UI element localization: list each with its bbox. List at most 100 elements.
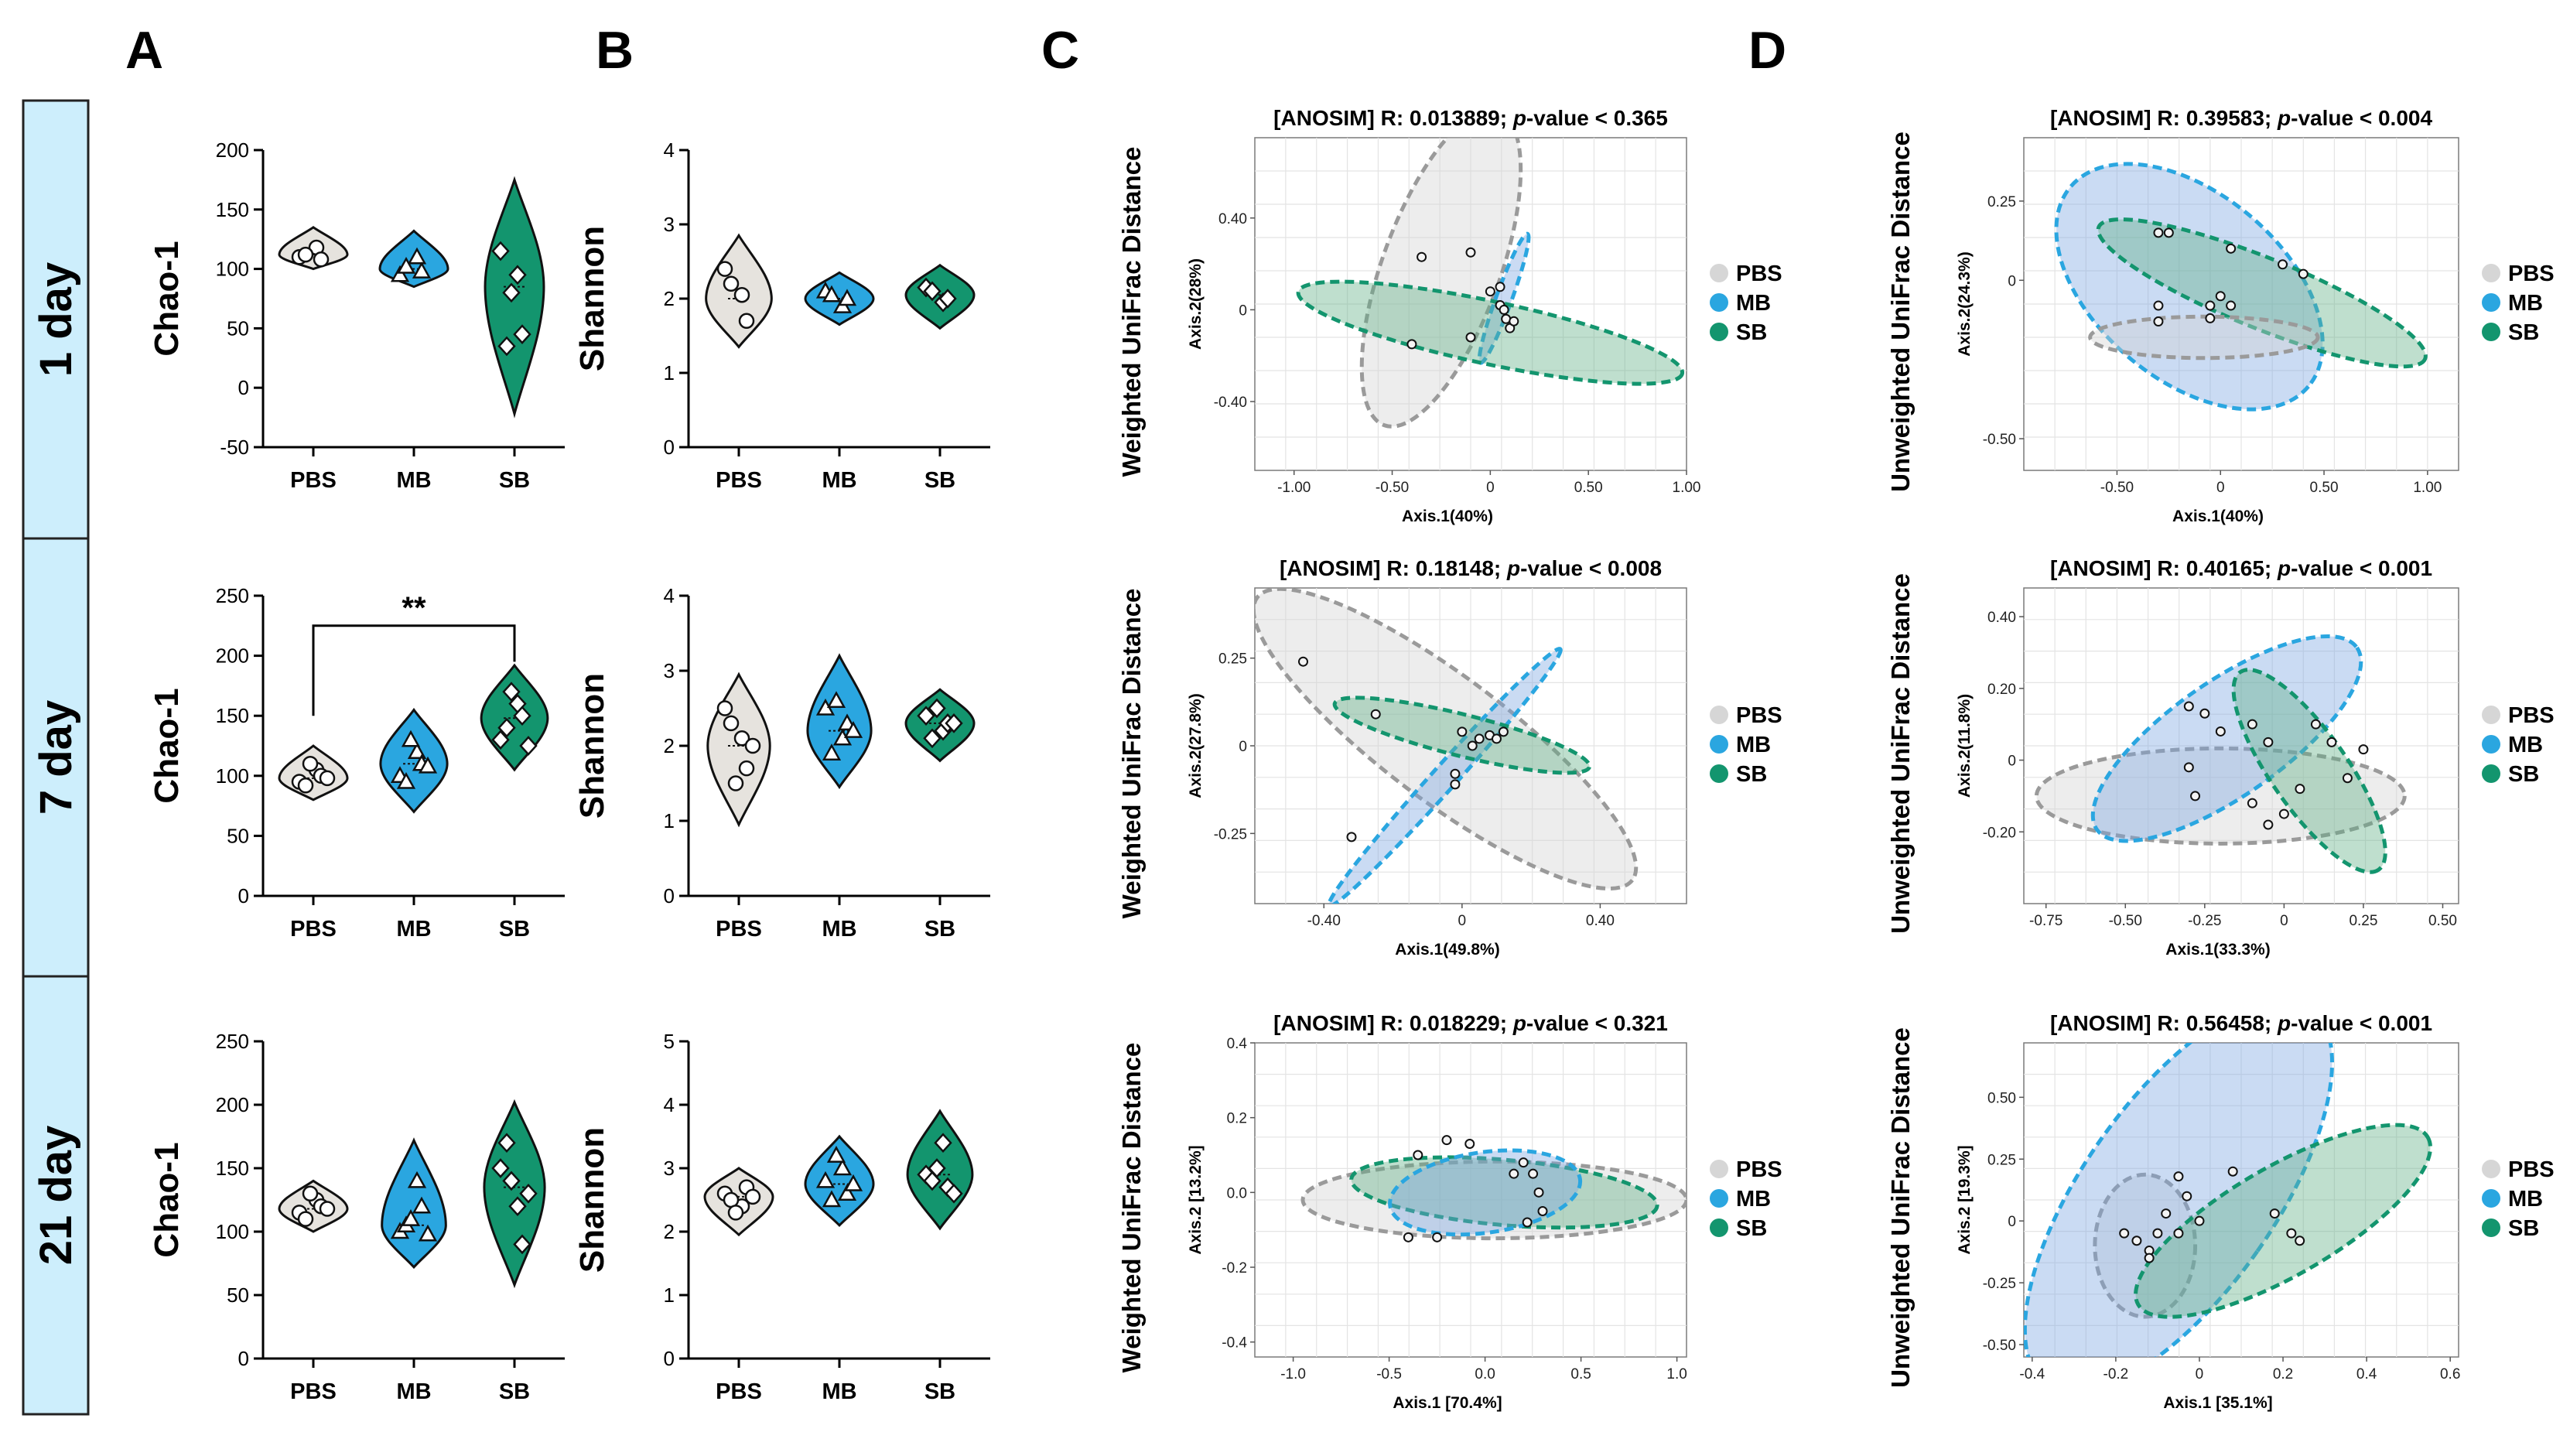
x-tick-label: 0.2 xyxy=(2273,1366,2293,1383)
x-tick-label: PBS xyxy=(716,1379,762,1404)
violin-sb-point xyxy=(928,698,946,719)
x-tick-label: 0.0 xyxy=(1475,1366,1495,1383)
violin-mb-point xyxy=(407,247,427,265)
title-p: p xyxy=(2277,556,2291,580)
legend-marker-pbs xyxy=(1710,264,1728,282)
violin-mb-point xyxy=(396,256,416,274)
violin-mb-point xyxy=(843,1174,863,1191)
x-tick-label: 0.50 xyxy=(2428,913,2457,929)
x-tick-label: -0.5 xyxy=(1376,1366,1402,1383)
x-tick-label: SB xyxy=(924,917,955,942)
panel-letter-d: D xyxy=(1748,21,1786,80)
sample-point xyxy=(1417,251,1427,262)
x-tick-label: 1.00 xyxy=(1673,480,1701,496)
legend-label-pbs: PBS xyxy=(1736,703,1782,728)
row-label-1-day: 1 day xyxy=(31,262,81,377)
x-tick-label: MB xyxy=(396,1379,431,1404)
violin-pbs-point xyxy=(319,1201,336,1217)
chart-title: [ANOSIM] R: 0.39583; p-value < 0.004 xyxy=(2050,106,2433,130)
ellipse-mb xyxy=(1327,647,1563,904)
violin-pbs-point xyxy=(744,737,761,754)
violin-sb-point xyxy=(513,324,531,344)
sample-point xyxy=(1450,779,1461,790)
legend-marker-pbs xyxy=(1710,1160,1728,1178)
title-rest: -value < 0.365 xyxy=(1526,106,1668,130)
title-rest: -value < 0.001 xyxy=(2291,556,2432,580)
sample-point xyxy=(2278,259,2288,270)
significance-label: ** xyxy=(402,591,426,625)
y-tick-label: 0 xyxy=(2008,1214,2016,1230)
x-tick-label: -0.4 xyxy=(2019,1366,2045,1383)
legend-marker-mb xyxy=(2482,293,2500,312)
x-tick-label: -0.2 xyxy=(2104,1366,2129,1383)
sample-point xyxy=(2152,1228,2163,1239)
ellipse-mb xyxy=(2024,1043,2335,1357)
y-tick-label: -0.2 xyxy=(1222,1260,1247,1277)
x-axis-label: Axis.1 [70.4%] xyxy=(1393,1394,1502,1412)
x-tick-label: -0.75 xyxy=(2029,913,2062,929)
legend-label-sb: SB xyxy=(2508,762,2539,787)
y-tick-label: 150 xyxy=(216,704,249,727)
violin-sb-point xyxy=(934,1133,952,1154)
sample-point xyxy=(2194,1215,2205,1226)
row-label-column: 1 day 7 day 21 day xyxy=(22,99,90,1416)
side-distance-label: Unweighted UniFrac Distance xyxy=(1886,573,1915,934)
violin-sb-point xyxy=(519,1183,538,1204)
panel-letter-c: C xyxy=(1041,21,1079,80)
title-part: [ANOSIM] R: 0.18148; xyxy=(1280,556,1507,580)
chart-title: [ANOSIM] R: 0.018229; p-value < 0.321 xyxy=(1273,1011,1668,1035)
violin-sb-point xyxy=(497,336,516,357)
y-tick-label: 0 xyxy=(238,1347,249,1370)
y-tick-label: 0 xyxy=(238,884,249,907)
sample-point xyxy=(2163,227,2174,238)
legend-label-mb: MB xyxy=(1736,733,1771,757)
sample-point xyxy=(1528,1168,1539,1179)
violin-chart-b-2: 0 1 2 3 4 5 Shannon PBS MB SB xyxy=(573,1030,990,1404)
chart-title: [ANOSIM] R: 0.013889; p-value < 0.365 xyxy=(1273,106,1668,130)
sample-point xyxy=(2263,737,2274,747)
violin-mb xyxy=(379,707,449,814)
x-tick-label: -1.00 xyxy=(1277,480,1311,496)
sample-point xyxy=(2182,1191,2192,1201)
sample-point xyxy=(2247,798,2257,808)
side-distance-label: Unweighted UniFrac Distance xyxy=(1886,132,1915,492)
y-tick-label: -0.40 xyxy=(1214,395,1247,411)
y-tick-label: 150 xyxy=(216,1157,249,1180)
title-part: [ANOSIM] R: 0.56458; xyxy=(2050,1011,2278,1035)
y-tick-label: 0 xyxy=(1239,739,1247,755)
x-tick-label: 0.5 xyxy=(1570,1366,1591,1383)
violin-sb-point xyxy=(491,730,510,750)
y-tick-label: 0.50 xyxy=(1987,1090,2016,1106)
violin-pbs-point xyxy=(302,1185,319,1202)
y-tick-label: 0.20 xyxy=(1987,682,2016,698)
x-tick-label: 0 xyxy=(1458,913,1467,929)
row-label-7-day: 7 day xyxy=(31,700,81,815)
violin-mb-point xyxy=(815,1171,836,1188)
violin-sb-point xyxy=(945,1183,963,1204)
y-axis-label: Shannon xyxy=(573,1127,611,1273)
sample-point xyxy=(2295,1236,2305,1246)
violin-pbs xyxy=(706,672,771,828)
x-tick-label: SB xyxy=(924,468,955,493)
x-tick-label: -0.50 xyxy=(1376,480,1409,496)
violin-sb-point xyxy=(497,1133,516,1154)
y-tick-label: -0.4 xyxy=(1222,1335,1247,1352)
y-tick-label: 3 xyxy=(664,213,675,236)
sample-point xyxy=(1297,656,1308,667)
y-axis-label: Axis.2 [13.2%] xyxy=(1187,1145,1205,1254)
y-tick-label: 3 xyxy=(664,659,675,682)
x-tick-label: SB xyxy=(924,1379,955,1404)
x-tick-label: -0.50 xyxy=(2100,480,2134,496)
violin-sb-point xyxy=(491,241,510,261)
sample-point xyxy=(1518,1157,1529,1168)
title-part: [ANOSIM] R: 0.013889; xyxy=(1273,106,1513,130)
violin-sb-point xyxy=(497,717,516,738)
y-tick-label: 0.2 xyxy=(1227,1111,1247,1127)
x-tick-label: 0 xyxy=(1486,480,1495,496)
legend-label-mb: MB xyxy=(1736,291,1771,316)
ellipse-pbs xyxy=(2088,314,2320,361)
x-tick-label: PBS xyxy=(290,468,337,493)
violin-mb-point xyxy=(826,691,846,709)
sample-point xyxy=(1498,726,1509,737)
sample-point xyxy=(1474,733,1485,744)
